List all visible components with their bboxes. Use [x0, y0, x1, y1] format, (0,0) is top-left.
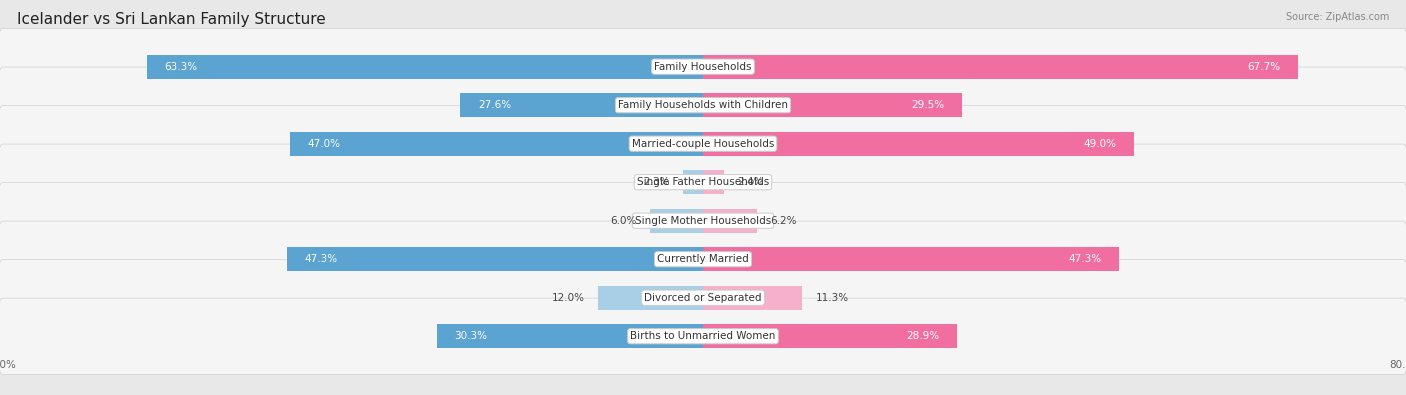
Text: 49.0%: 49.0%: [1083, 139, 1116, 149]
Text: 30.3%: 30.3%: [454, 331, 488, 341]
Bar: [703, 55, 1298, 79]
Bar: [703, 209, 758, 233]
Text: 67.7%: 67.7%: [1247, 62, 1281, 71]
Text: Icelander vs Sri Lankan Family Structure: Icelander vs Sri Lankan Family Structure: [17, 12, 326, 27]
FancyBboxPatch shape: [0, 144, 1406, 220]
Bar: [703, 247, 1119, 271]
Bar: [650, 209, 703, 233]
Bar: [287, 247, 703, 271]
Bar: [703, 324, 957, 348]
Text: Married-couple Households: Married-couple Households: [631, 139, 775, 149]
Text: 27.6%: 27.6%: [478, 100, 512, 110]
Text: 12.0%: 12.0%: [551, 293, 585, 303]
Text: 6.2%: 6.2%: [770, 216, 797, 226]
Text: 28.9%: 28.9%: [907, 331, 939, 341]
Text: Births to Unmarried Women: Births to Unmarried Women: [630, 331, 776, 341]
Bar: [683, 170, 703, 194]
Bar: [703, 170, 724, 194]
FancyBboxPatch shape: [0, 221, 1406, 297]
Bar: [703, 93, 962, 117]
Text: Currently Married: Currently Married: [657, 254, 749, 264]
Bar: [461, 93, 703, 117]
Bar: [146, 55, 703, 79]
FancyBboxPatch shape: [0, 260, 1406, 336]
Bar: [290, 132, 703, 156]
FancyBboxPatch shape: [0, 182, 1406, 259]
Bar: [437, 324, 703, 348]
Text: Single Father Households: Single Father Households: [637, 177, 769, 187]
Text: 2.4%: 2.4%: [737, 177, 763, 187]
Text: 2.3%: 2.3%: [643, 177, 669, 187]
Text: 6.0%: 6.0%: [610, 216, 637, 226]
Bar: [598, 286, 703, 310]
Text: 47.0%: 47.0%: [308, 139, 340, 149]
Text: Family Households: Family Households: [654, 62, 752, 71]
Text: Source: ZipAtlas.com: Source: ZipAtlas.com: [1285, 12, 1389, 22]
FancyBboxPatch shape: [0, 105, 1406, 182]
Text: 11.3%: 11.3%: [815, 293, 849, 303]
FancyBboxPatch shape: [0, 28, 1406, 105]
Text: Single Mother Households: Single Mother Households: [636, 216, 770, 226]
Text: Divorced or Separated: Divorced or Separated: [644, 293, 762, 303]
Text: Family Households with Children: Family Households with Children: [619, 100, 787, 110]
FancyBboxPatch shape: [0, 298, 1406, 374]
Text: 63.3%: 63.3%: [165, 62, 197, 71]
Text: 47.3%: 47.3%: [305, 254, 337, 264]
Bar: [703, 286, 803, 310]
FancyBboxPatch shape: [0, 67, 1406, 143]
Text: 47.3%: 47.3%: [1069, 254, 1101, 264]
Bar: [703, 132, 1133, 156]
Text: 29.5%: 29.5%: [911, 100, 945, 110]
